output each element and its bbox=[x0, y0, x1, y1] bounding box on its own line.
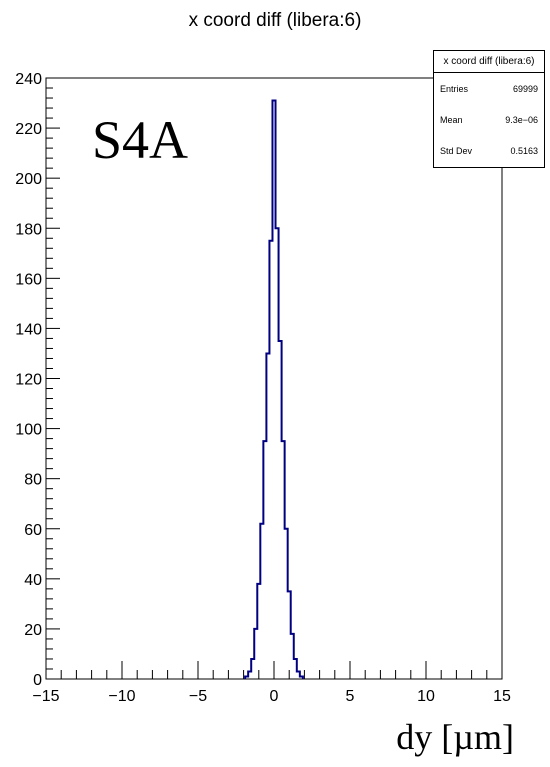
y-tick-label: 40 bbox=[24, 572, 42, 589]
x-tick-label: −10 bbox=[108, 688, 135, 705]
stats-label: Entries bbox=[440, 83, 469, 94]
axis-ticks bbox=[45, 77, 503, 680]
y-tick-label: 240 bbox=[15, 71, 42, 88]
stats-box: x coord diff (libera:6) Entries 69999 Me… bbox=[433, 50, 545, 168]
y-tick-label: 180 bbox=[15, 221, 42, 238]
axis-tick-labels: −15 −10 −5 0 5 10 15 0 20 40 60 80 100 120 140 160 180 20… bbox=[15, 71, 511, 705]
stats-label: Std Dev bbox=[440, 145, 473, 156]
x-tick-label: −5 bbox=[189, 688, 207, 705]
y-tick-label: 20 bbox=[24, 622, 42, 639]
x-tick-label: 5 bbox=[346, 688, 355, 705]
stats-row-entries: Entries 69999 bbox=[434, 73, 544, 104]
panel-annotation: S4A bbox=[92, 110, 189, 170]
y-tick-label: 160 bbox=[15, 271, 42, 288]
y-tick-label: 140 bbox=[15, 321, 42, 338]
y-tick-label: 0 bbox=[33, 672, 42, 689]
stats-title: x coord diff (libera:6) bbox=[434, 51, 544, 73]
histogram-series bbox=[244, 99, 304, 679]
x-tick-label: 0 bbox=[270, 688, 279, 705]
stats-row-mean: Mean 9.3e−06 bbox=[434, 104, 544, 135]
y-tick-label: 60 bbox=[24, 522, 42, 539]
y-tick-label: 120 bbox=[15, 372, 42, 389]
stats-row-stddev: Std Dev 0.5163 bbox=[434, 135, 544, 166]
x-tick-label: −15 bbox=[32, 688, 59, 705]
stats-value: 0.5163 bbox=[510, 145, 538, 156]
y-tick-label: 200 bbox=[15, 171, 42, 188]
stats-value: 69999 bbox=[512, 83, 538, 94]
chart-title: x coord diff (libera:6) bbox=[188, 10, 362, 31]
x-tick-label: 15 bbox=[493, 688, 511, 705]
x-tick-label: 10 bbox=[417, 688, 435, 705]
stats-value: 9.3e−06 bbox=[505, 114, 538, 125]
stats-label: Mean bbox=[440, 114, 463, 125]
y-tick-label: 80 bbox=[24, 472, 42, 489]
y-tick-label: 220 bbox=[15, 121, 42, 138]
x-axis-title: dy [µm] bbox=[396, 717, 514, 757]
y-tick-label: 100 bbox=[15, 422, 42, 439]
